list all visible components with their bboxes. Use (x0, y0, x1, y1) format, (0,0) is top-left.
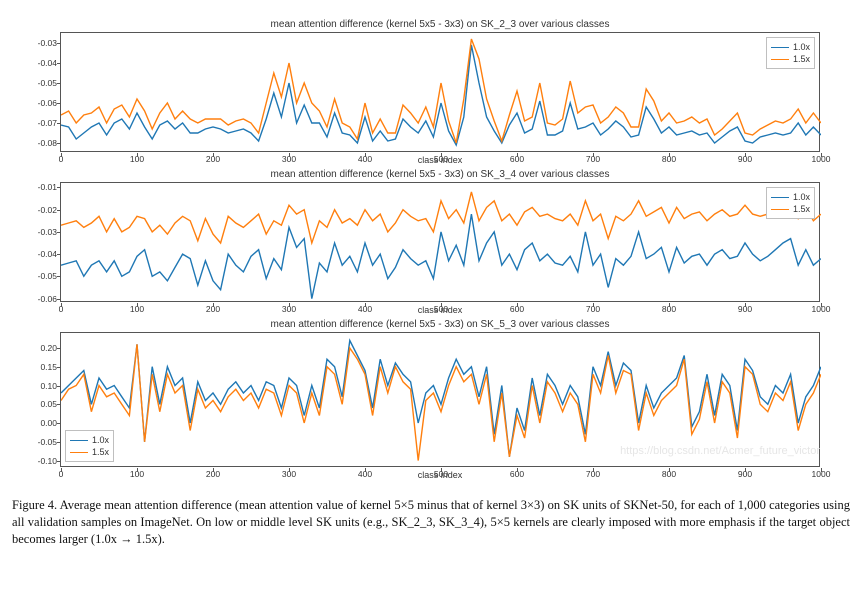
legend-label: 1.5x (92, 446, 109, 458)
legend-item: 1.0x (771, 41, 810, 53)
series-line (61, 45, 821, 145)
series-line (61, 214, 821, 299)
legend-swatch (771, 197, 789, 198)
legend: 1.0x1.5x (766, 187, 815, 219)
legend-label: 1.0x (793, 41, 810, 53)
legend-item: 1.0x (771, 191, 810, 203)
chart-title: mean attention difference (kernel 5x5 - … (61, 19, 819, 30)
x-axis-label: class index (61, 305, 819, 315)
legend-item: 1.0x (70, 434, 109, 446)
legend-swatch (70, 452, 88, 453)
legend-label: 1.5x (793, 203, 810, 215)
plot-area (61, 183, 821, 303)
legend-item: 1.5x (771, 53, 810, 65)
chart-title: mean attention difference (kernel 5x5 - … (61, 319, 819, 330)
legend-item: 1.5x (70, 446, 109, 458)
panel-sk-5-3: mean attention difference (kernel 5x5 - … (60, 332, 820, 467)
legend: 1.0x1.5x (65, 430, 114, 462)
panel-sk-2-3: mean attention difference (kernel 5x5 - … (60, 32, 820, 152)
legend-swatch (771, 209, 789, 210)
legend-label: 1.0x (793, 191, 810, 203)
series-line (61, 341, 821, 457)
figure-caption: Figure 4. Average mean attention differe… (12, 497, 850, 548)
chart-title: mean attention difference (kernel 5x5 - … (61, 169, 819, 180)
legend-swatch (771, 59, 789, 60)
plot-area (61, 333, 821, 468)
x-axis-label: class index (61, 470, 819, 480)
legend-swatch (70, 440, 88, 441)
legend: 1.0x1.5x (766, 37, 815, 69)
plot-area (61, 33, 821, 153)
x-axis-label: class index (61, 155, 819, 165)
legend-label: 1.0x (92, 434, 109, 446)
panel-sk-3-4: mean attention difference (kernel 5x5 - … (60, 182, 820, 302)
legend-label: 1.5x (793, 53, 810, 65)
series-line (61, 39, 821, 143)
figure-container: mean attention difference (kernel 5x5 - … (12, 32, 850, 467)
legend-item: 1.5x (771, 203, 810, 215)
legend-swatch (771, 47, 789, 48)
